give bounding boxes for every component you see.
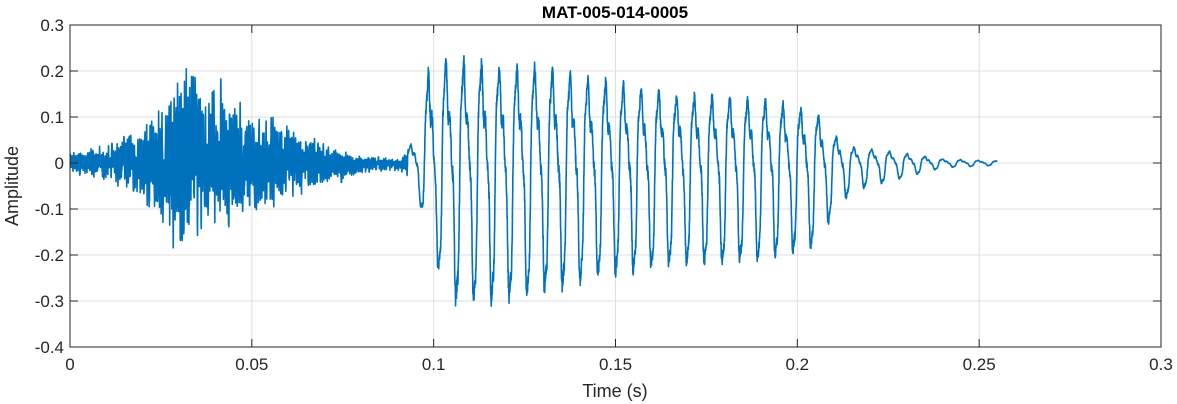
chart-title: MAT-005-014-0005 bbox=[542, 3, 688, 22]
waveform-series-line bbox=[70, 54, 998, 307]
y-tick-label: -0.3 bbox=[35, 292, 64, 311]
x-tick-label: 0.05 bbox=[235, 355, 268, 374]
x-tick-label: 0.2 bbox=[786, 355, 810, 374]
x-tick-label: 0 bbox=[65, 355, 74, 374]
y-tick-label: -0.2 bbox=[35, 246, 64, 265]
y-tick-label: -0.1 bbox=[35, 200, 64, 219]
y-tick-label: 0.1 bbox=[40, 108, 64, 127]
axis-ticks: 0 0.05 0.1 0.15 0.2 0.25 0.3 0.3 0.2 0.1 0 -0.1 -0.2… bbox=[35, 16, 1173, 374]
y-tick-label: -0.4 bbox=[35, 338, 64, 357]
plot-area bbox=[70, 54, 998, 307]
y-tick-label: 0 bbox=[55, 154, 64, 173]
y-tick-label: 0.3 bbox=[40, 16, 64, 35]
x-axis-label: Time (s) bbox=[582, 381, 647, 401]
x-tick-label: 0.15 bbox=[599, 355, 632, 374]
x-tick-label: 0.1 bbox=[422, 355, 446, 374]
y-tick-label: 0.2 bbox=[40, 62, 64, 81]
y-axis-label: Amplitude bbox=[2, 146, 22, 226]
x-tick-label: 0.3 bbox=[1149, 355, 1173, 374]
x-tick-label: 0.25 bbox=[963, 355, 996, 374]
